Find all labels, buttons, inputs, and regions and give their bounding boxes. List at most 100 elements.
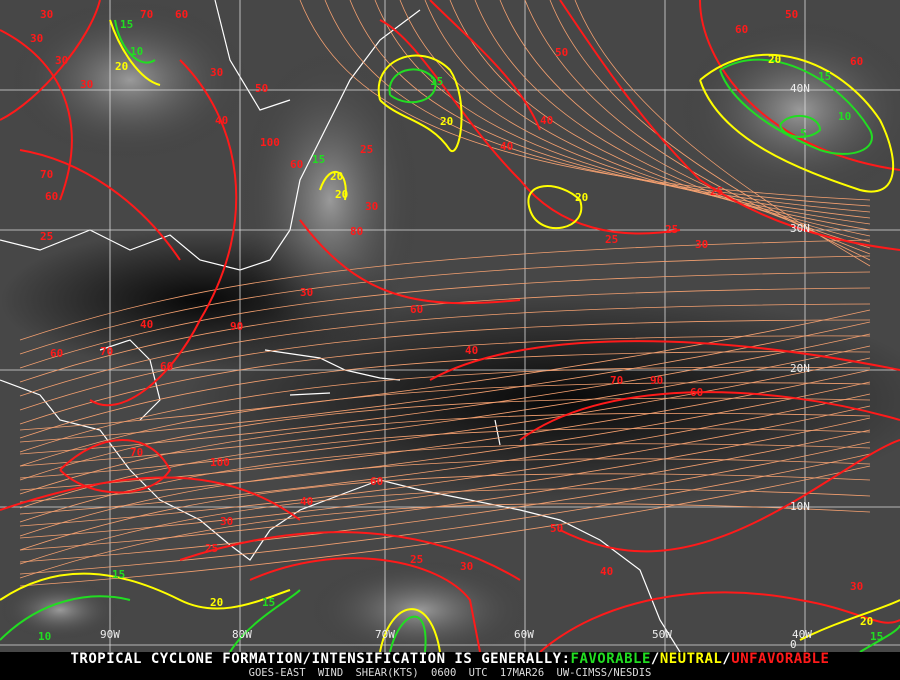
unfavorable-contour	[429, 340, 900, 381]
contour-label: 40	[140, 318, 153, 331]
contour-labels: 30 30 30 30 70 60 30 50 70 60 40 100 25 30 25 30 60 40 70 9…	[30, 8, 883, 643]
contour-label: 20	[115, 60, 128, 73]
contour-label: 30	[40, 8, 53, 21]
contour-label: 60	[410, 303, 423, 316]
contour-label: 30	[210, 66, 223, 79]
contour-label: 10	[38, 630, 51, 643]
wind-streamlines	[19, 0, 871, 587]
contour-label: 70	[140, 8, 153, 21]
streamline	[19, 429, 871, 551]
streamline	[19, 441, 871, 563]
legend-prefix: TROPICAL CYCLONE FORMATION/INTENSIFICATI…	[70, 651, 571, 667]
neutral-contour	[799, 599, 900, 641]
contour-label: 25	[710, 185, 723, 198]
unfavorable-contour	[429, 0, 541, 131]
streamline	[349, 0, 871, 213]
streamline	[19, 417, 871, 539]
streamline	[19, 319, 871, 411]
contour-label: 20	[210, 596, 223, 609]
valid-date: 17MAR26	[499, 667, 545, 679]
streamline	[19, 255, 871, 355]
favorable-contour	[0, 595, 131, 641]
unfavorable-contour	[249, 557, 481, 653]
contour-label: 30	[365, 200, 378, 213]
favorable-contour	[719, 58, 873, 155]
contour-label: 15	[112, 568, 125, 581]
longitude-label: 50W	[652, 628, 672, 641]
contour-label: 50	[555, 46, 568, 59]
contour-label: 30	[80, 78, 93, 91]
contour-label: 25	[605, 233, 618, 246]
streamline	[19, 335, 871, 425]
contour-label: 15	[262, 596, 275, 609]
streamline	[19, 397, 871, 481]
streamline	[524, 0, 871, 255]
contour-label: 30	[695, 238, 708, 251]
contour-label: 10	[130, 45, 143, 58]
contour-label: 60	[850, 55, 863, 68]
legend-line: TROPICAL CYCLONE FORMATION/INTENSIFICATI…	[0, 652, 900, 667]
grid-labels: 90W 80W 70W 60W 50W 40W 40N 30N 20N 10N 0	[100, 82, 812, 651]
neutral-contour	[527, 185, 583, 229]
contour-label: 70	[130, 446, 143, 459]
longitude-label: 80W	[232, 628, 252, 641]
latitude-label: 40N	[790, 82, 810, 95]
valid-time: 0600 UTC	[431, 667, 488, 679]
unfavorable-contour	[519, 391, 900, 441]
contour-label: 100	[260, 136, 280, 149]
streamline	[19, 239, 871, 341]
contour-label: 30	[55, 54, 68, 67]
contour-label: 60	[160, 360, 173, 373]
streamline	[424, 0, 871, 231]
contour-label: 20	[440, 115, 453, 128]
streamline	[19, 357, 871, 479]
neutral-contour	[319, 170, 347, 201]
contour-label: 20	[860, 615, 873, 628]
contour-label: 15	[120, 18, 133, 31]
unfavorable-contour	[699, 0, 900, 171]
contour-label: 60	[290, 158, 303, 171]
contour-label: 40	[500, 140, 513, 153]
contour-label: 70	[100, 345, 113, 358]
streamline	[374, 0, 871, 219]
latitude-label: 0	[790, 638, 797, 651]
contour-label: 20	[768, 53, 781, 66]
neutral-contour	[377, 54, 463, 153]
contour-label: 25	[205, 542, 218, 555]
unfavorable-contour	[179, 531, 521, 581]
contour-label: 30	[460, 560, 473, 573]
contour-label: 15	[818, 70, 831, 83]
product-info-line: GOES-EAST WIND SHEAR(KTS) 0600 UTC 17MAR…	[0, 667, 900, 679]
contour-label: 60	[370, 475, 383, 488]
contour-label: 25	[665, 223, 678, 236]
streamline	[19, 405, 871, 527]
contour-label: 40	[600, 565, 613, 578]
latitude-label: 20N	[790, 362, 810, 375]
map-caption: TROPICAL CYCLONE FORMATION/INTENSIFICATI…	[0, 652, 900, 680]
streamline	[19, 381, 871, 503]
streamline	[19, 413, 871, 495]
contour-label: 100	[210, 456, 230, 469]
longitude-label: 60W	[514, 628, 534, 641]
streamline	[19, 303, 871, 397]
streamline	[19, 287, 871, 383]
contour-label: 20	[330, 170, 343, 183]
unfavorable-contour	[59, 439, 172, 494]
favorable-contour	[229, 589, 301, 653]
longitude-label: 90W	[100, 628, 120, 641]
favorable-contour	[859, 624, 900, 653]
legend-favorable: FAVORABLE	[570, 651, 651, 667]
contour-label: 70	[610, 374, 623, 387]
contour-label: 25	[410, 553, 423, 566]
favorable-contour	[114, 19, 156, 64]
streamline	[399, 0, 871, 225]
unfavorable-contour	[559, 439, 900, 553]
contour-label: 50	[785, 8, 798, 21]
unfavorable-contour	[539, 591, 900, 653]
contour-label: 60	[45, 190, 58, 203]
streamline	[574, 0, 871, 267]
contour-label: 90	[230, 320, 243, 333]
legend-separator: /	[722, 651, 732, 667]
